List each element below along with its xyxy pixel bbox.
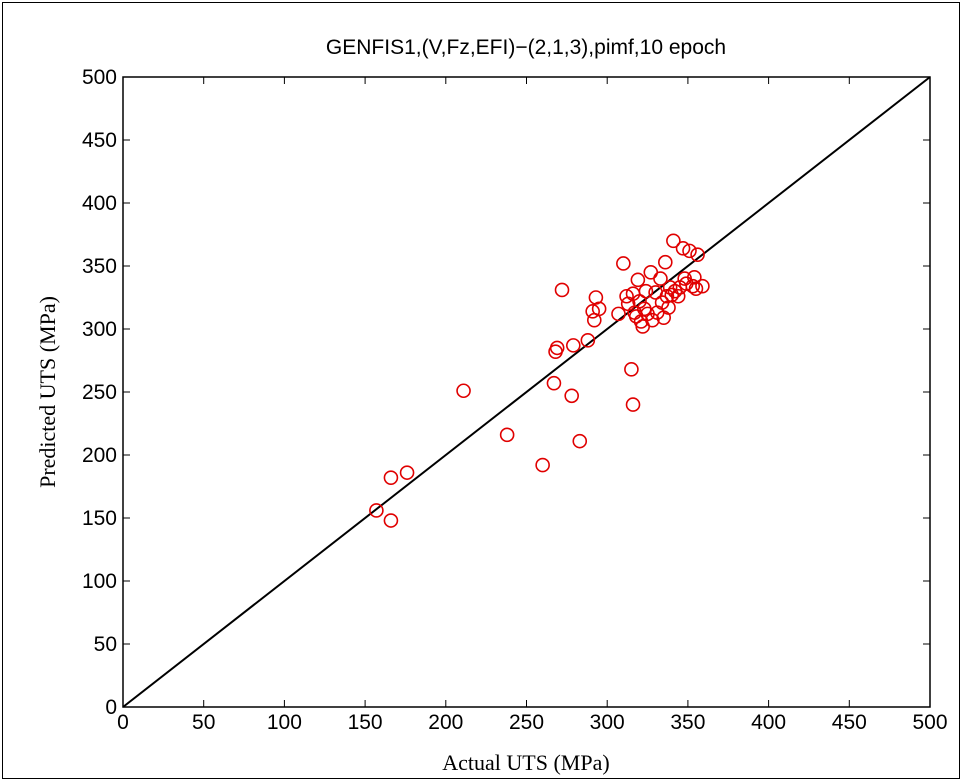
y-tick-label: 150 xyxy=(82,507,117,530)
y-tick-label: 0 xyxy=(105,696,117,719)
y-tick-label: 300 xyxy=(82,318,117,341)
data-point xyxy=(566,338,581,353)
x-tick-label: 150 xyxy=(348,711,383,734)
chart-title: GENFIS1,(V,Fz,EFI)−(2,1,3),pimf,10 epoch xyxy=(326,36,726,59)
y-tick-label: 400 xyxy=(82,192,117,215)
data-point xyxy=(625,397,641,412)
data-point xyxy=(572,433,588,449)
y-tick-label: 50 xyxy=(94,633,117,656)
data-point xyxy=(554,282,570,298)
data-point xyxy=(580,333,596,348)
data-point xyxy=(499,427,515,443)
data-point xyxy=(662,280,678,295)
data-point xyxy=(564,388,579,404)
data-points xyxy=(369,233,710,528)
x-tick-label: 250 xyxy=(509,711,544,734)
data-point xyxy=(687,270,702,285)
x-tick-label: 50 xyxy=(192,711,215,734)
data-point xyxy=(624,362,639,377)
axis-ticks xyxy=(122,76,931,708)
y-tick-label: 200 xyxy=(82,444,117,467)
data-point xyxy=(675,241,691,256)
data-point xyxy=(619,288,634,304)
data-point xyxy=(611,306,626,322)
data-point xyxy=(695,278,710,294)
data-point xyxy=(383,513,399,528)
x-tick-labels: 0 50 100 150 200 250 300 350 400 450 500 xyxy=(117,711,947,734)
data-point xyxy=(685,278,701,294)
y-tick-labels: 0 50 100 150 200 250 300 350 400 450 500 xyxy=(82,66,117,719)
data-point xyxy=(632,293,647,309)
data-point xyxy=(670,288,686,304)
y-tick-label: 350 xyxy=(82,255,117,278)
data-point xyxy=(690,247,705,262)
x-tick-label: 200 xyxy=(428,711,463,734)
x-tick-label: 100 xyxy=(267,711,302,734)
x-tick-label: 0 xyxy=(117,711,129,734)
data-point xyxy=(369,503,384,518)
data-point xyxy=(638,283,654,299)
data-point xyxy=(383,470,399,485)
reference-line xyxy=(122,76,931,708)
data-point xyxy=(682,243,697,259)
data-point xyxy=(585,304,600,319)
scatter-chart: GENFIS1,(V,Fz,EFI)−(2,1,3),pimf,10 epoch… xyxy=(35,36,948,775)
x-axis-label: Actual UTS (MPa) xyxy=(442,750,609,775)
data-point xyxy=(688,281,704,296)
y-tick-label: 250 xyxy=(82,381,117,404)
x-tick-label: 300 xyxy=(590,711,625,734)
y-tick-label: 100 xyxy=(82,570,117,593)
data-point xyxy=(456,383,471,399)
data-point xyxy=(630,272,646,288)
data-point xyxy=(546,375,562,391)
data-point xyxy=(664,287,680,303)
data-point xyxy=(628,309,644,324)
x-tick-label: 350 xyxy=(670,711,705,734)
data-point xyxy=(616,256,631,271)
data-point xyxy=(535,457,550,473)
x-tick-label: 450 xyxy=(832,711,867,734)
y-axis-label: Predicted UTS (MPa) xyxy=(35,296,60,488)
data-point xyxy=(591,301,607,317)
data-point xyxy=(549,340,565,356)
data-point xyxy=(658,254,673,270)
data-point xyxy=(399,465,415,480)
x-tick-label: 400 xyxy=(751,711,786,734)
y-tick-label: 450 xyxy=(82,129,117,152)
data-point xyxy=(645,312,660,328)
data-point xyxy=(653,271,668,286)
data-point xyxy=(666,233,681,249)
y-tick-label: 500 xyxy=(82,66,117,89)
x-tick-label: 500 xyxy=(912,711,947,734)
